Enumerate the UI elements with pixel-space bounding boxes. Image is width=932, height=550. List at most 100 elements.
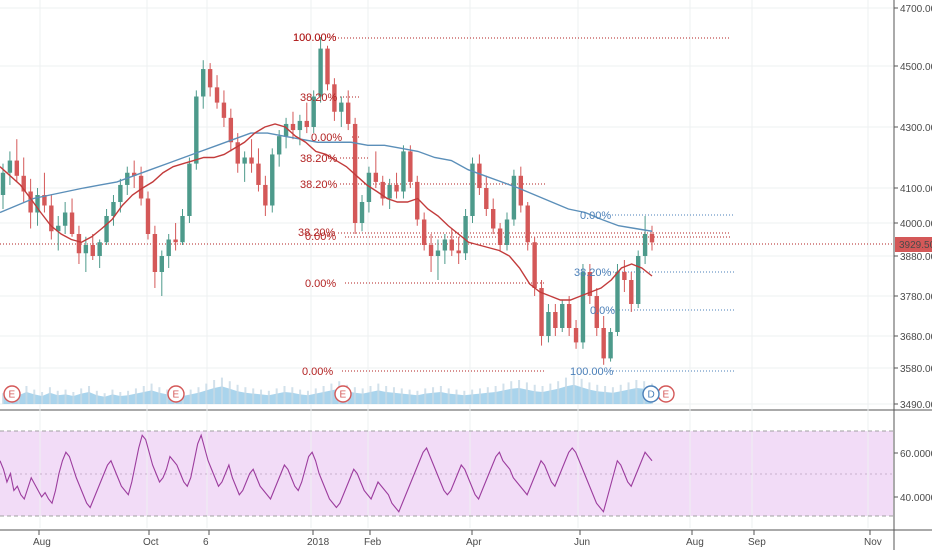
candle-body [449,239,454,251]
fib-label-blue: 0.0% [590,305,615,317]
current-price-badge [895,237,932,252]
time-axis-label: 6 [203,537,209,548]
candle-body [408,151,413,182]
candle-body [187,163,192,216]
candle-body [525,205,530,243]
candle-body [332,84,337,112]
fib-label-red: 0.00% [305,278,336,290]
volume-bar [158,387,161,404]
candle-body [339,102,344,112]
volume-bar [213,380,216,404]
candle-body [180,216,185,243]
candle-body [173,239,178,243]
candle-body [242,157,247,164]
price-axis-label: 3580.00 [900,364,932,375]
candle-body [62,212,68,226]
candle-body [97,242,102,256]
candle-body [532,242,537,288]
volume-bar [494,386,497,404]
candle-body [511,175,517,220]
volume-bar [369,386,372,404]
fib-label-blue: 0.00% [580,210,611,222]
time-axis-label: Jun [574,537,590,548]
candle-body [518,175,524,206]
candle-body [304,120,309,127]
volume-bar [48,387,51,404]
fib-label-red: 0.00% [302,366,333,378]
candle-body [263,184,268,206]
candle-body [90,245,95,256]
candle-body [297,120,303,131]
candle-body [0,172,6,195]
candle-body [366,172,372,202]
candle-body [491,209,496,229]
candle-body [283,123,289,137]
candle-body [421,219,427,245]
volume-bar [291,387,294,404]
candle-body [539,288,544,336]
volume-bar [471,389,474,404]
rsi-axis-label: 60.0000 [900,449,932,460]
candle-body [573,328,579,343]
volume-bar [611,387,614,404]
candle-body [553,312,558,328]
event-marker-label: E [173,390,180,401]
candle-body [35,195,40,213]
volume-bar [557,381,560,404]
price-axis-label: 4700.00 [900,4,932,15]
candle-body [546,312,551,336]
candle-body [442,239,448,251]
candle-body [380,181,385,199]
candle-body [152,234,158,272]
fib-label-red: 100.00% [293,32,337,44]
candle-body [311,96,316,127]
fib-label-blue: 38.20% [574,267,612,279]
candle-body [276,136,282,155]
candle-body [580,272,586,343]
candle-body [566,304,572,328]
event-marker [3,385,21,403]
volume-bar [80,388,83,404]
volume-bar [486,387,489,404]
candle-body [138,175,144,199]
volume-bar [596,384,599,404]
candle-body [7,160,13,173]
candle-body [560,304,565,328]
volume-bar [127,390,130,404]
event-marker-label: E [340,390,347,401]
candle-body [456,250,461,254]
candle-body [42,195,47,206]
volume-bar [2,393,4,404]
volume-bar [283,386,286,404]
candle-body [14,160,20,176]
candle-body [463,216,468,254]
price-axis-label: 4000.00 [900,219,932,230]
candle-body [270,154,275,206]
volume-bar [228,381,231,404]
current-price-label: 3929.50 [899,240,932,251]
candle-body [228,117,234,143]
volume-bar [502,383,505,404]
volume-bar [41,392,44,404]
volume-bar [564,377,567,404]
time-axis-label: Feb [364,537,382,548]
candle-body [642,234,648,256]
candle-body [49,205,54,232]
candle-body [56,225,61,232]
candle-body [325,48,330,85]
volume-bar [604,386,607,404]
volume-bar [377,383,380,404]
candle-body [214,87,220,103]
candle-body [207,69,213,88]
volume-bar [627,382,630,404]
candle-body [601,328,606,359]
time-axis-label: Oct [143,537,159,548]
candle-body [346,102,351,124]
candle-body [373,172,379,182]
volume-bar [142,386,145,404]
candle-body [622,272,627,280]
volume-bar [236,384,239,404]
volume-bar [244,387,247,404]
